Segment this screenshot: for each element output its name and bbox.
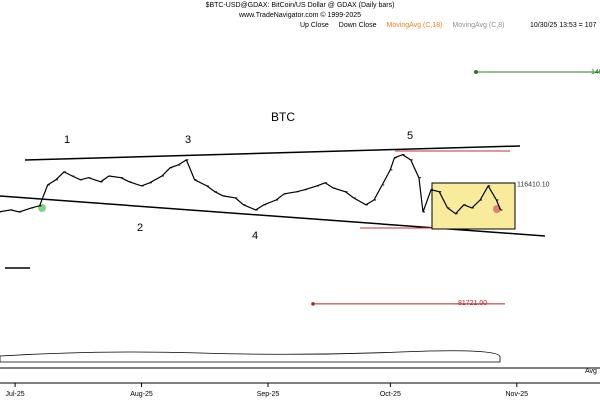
wave-label: 2 [137,222,143,234]
wave-label: 1 [64,134,70,146]
legend-entry: Down Close [339,22,377,29]
target-marker [474,70,478,74]
timestamp: 10/30/25 13:53 = 107 [530,22,596,29]
x-tick-label: Sep-25 [257,391,280,398]
legend-entry: MovingAvg (C,18) [387,22,443,29]
x-tick-label: Aug-25 [130,391,153,398]
wave-label: 3 [185,134,191,146]
wave-label: 4 [252,230,258,242]
x-tick-label: Nov-25 [506,391,529,398]
x-tick-label: Oct-25 [380,391,401,398]
volume-panel [0,350,501,363]
price-line [0,154,502,215]
price-label: 81721.00 [458,300,487,307]
chart-title: BTC [271,110,295,124]
trend-line [24,145,521,161]
target-label: 149 [591,69,600,76]
legend-entry: MovingAvg (C,8) [452,22,504,29]
x-tick-label: Jul-25 [6,391,25,398]
price-marker [311,302,315,306]
price-label: 116410.10 [517,182,550,189]
wave-label: 5 [407,130,413,142]
volume-label: Avg [585,368,597,375]
copyright: www.TradeNavigator.com © 1999-2025 [238,11,361,19]
legend-entry: Up Close [300,22,329,29]
header: $BTC-USD@GDAX: BitCoin/US Dollar @ GDAX … [206,2,395,9]
